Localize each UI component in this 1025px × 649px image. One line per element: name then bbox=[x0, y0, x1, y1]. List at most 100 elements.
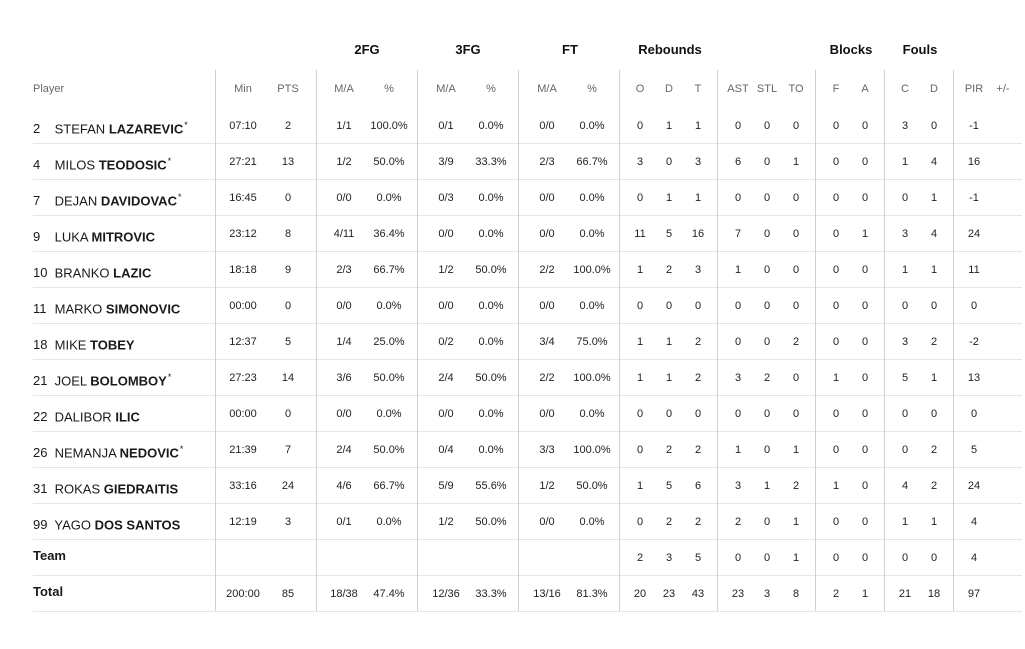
player-number: 22 bbox=[33, 409, 48, 425]
player-name[interactable]: 7 DEJAN DAVIDOVAC* bbox=[33, 189, 181, 209]
column-header-pts: PTS bbox=[277, 83, 299, 95]
stat-pir: 4 bbox=[970, 516, 978, 528]
column-divider bbox=[953, 70, 954, 611]
stat-ft-ma: 0/0 bbox=[539, 120, 555, 132]
player-name[interactable]: 26 NEMANJA NEDOVIC* bbox=[33, 441, 183, 461]
stat-foul-c: 0 bbox=[901, 552, 909, 564]
stat-fg2-pct: 50.0% bbox=[373, 156, 405, 168]
column-header-foul-c: C bbox=[901, 83, 909, 95]
stat-reb-t: 2 bbox=[694, 516, 702, 528]
stat-pir: 13 bbox=[967, 372, 981, 384]
stat-to: 1 bbox=[792, 552, 800, 564]
stat-ft-ma: 2/2 bbox=[539, 372, 555, 384]
player-name[interactable]: 21 JOEL BOLOMBOY* bbox=[33, 369, 171, 389]
stat-reb-o: 11 bbox=[634, 228, 646, 240]
stat-reb-d: 5 bbox=[665, 480, 673, 492]
group-header-2fg: 2FG bbox=[354, 42, 380, 57]
stat-reb-t: 6 bbox=[694, 480, 702, 492]
stat-stl: 0 bbox=[763, 336, 771, 348]
stat-reb-d: 0 bbox=[665, 156, 673, 168]
stat-reb-d: 5 bbox=[665, 228, 673, 240]
stat-blk-a: 0 bbox=[861, 120, 869, 132]
stat-to: 2 bbox=[792, 336, 800, 348]
player-name[interactable]: 22 DALIBOR ILIC bbox=[33, 405, 141, 425]
stat-reb-d: 1 bbox=[665, 192, 673, 204]
stat-ft-pct: 0.0% bbox=[579, 516, 605, 528]
stat-pts: 5 bbox=[284, 336, 292, 348]
stat-ast: 0 bbox=[734, 408, 742, 420]
stat-fg3-pct: 50.0% bbox=[475, 264, 507, 276]
player-last-name: LAZIC bbox=[113, 265, 152, 281]
player-name[interactable]: 2 STEFAN LAZAREVIC* bbox=[33, 117, 188, 137]
stat-fg2-ma: 1/4 bbox=[336, 336, 352, 348]
stat-foul-d: 4 bbox=[930, 156, 938, 168]
player-name[interactable]: 11 MARKO SIMONOVIC bbox=[33, 297, 181, 317]
player-name[interactable]: 99 YAGO DOS SANTOS bbox=[33, 513, 181, 533]
player-name[interactable]: 10 BRANKO LAZIC bbox=[33, 261, 152, 281]
stat-fg3-ma: 1/2 bbox=[438, 516, 454, 528]
stat-min: 27:21 bbox=[229, 156, 257, 168]
stat-blk-a: 0 bbox=[861, 516, 869, 528]
column-header-reb-t: T bbox=[694, 83, 702, 95]
stat-foul-d: 1 bbox=[930, 372, 938, 384]
stat-foul-c: 1 bbox=[901, 516, 909, 528]
column-header-stl: STL bbox=[756, 83, 778, 95]
stat-ft-pct: 50.0% bbox=[576, 480, 608, 492]
stat-pts: 13 bbox=[281, 156, 295, 168]
player-name[interactable]: 4 MILOS TEODOSIC* bbox=[33, 153, 171, 173]
stat-fg3-pct: 0.0% bbox=[478, 300, 504, 312]
player-name[interactable]: 31 ROKAS GIEDRAITIS bbox=[33, 477, 179, 497]
player-name[interactable]: 9 LUKA MITROVIC bbox=[33, 225, 156, 245]
player-first-name: MIKE bbox=[54, 337, 87, 353]
group-header-blocks: Blocks bbox=[829, 42, 873, 57]
player-name[interactable]: 18 MIKE TOBEY bbox=[33, 333, 136, 353]
player-last-name: GIEDRAITIS bbox=[103, 481, 179, 497]
column-header-row: Player Min PTS M/A% M/A% M/A% O D T AST STL TO F A C D P… bbox=[33, 80, 1022, 100]
stat-foul-c: 0 bbox=[901, 300, 909, 312]
stat-fg2-ma: 4/6 bbox=[336, 480, 352, 492]
stat-pts: 9 bbox=[284, 264, 292, 276]
stat-pts: 8 bbox=[284, 228, 292, 240]
stat-foul-d: 18 bbox=[927, 588, 941, 600]
table-row: 21 JOEL BOLOMBOY* 27:23 14 3/6 50.0% 2/4 50.0%… bbox=[33, 360, 1022, 396]
stat-min: 21:39 bbox=[229, 444, 257, 456]
stat-fg3-pct: 0.0% bbox=[478, 228, 504, 240]
player-last-name: ILIC bbox=[115, 409, 140, 425]
column-header-reb-d: D bbox=[665, 83, 673, 95]
stat-ft-pct: 0.0% bbox=[579, 192, 605, 204]
stat-foul-c: 3 bbox=[901, 120, 909, 132]
stat-ast: 6 bbox=[734, 156, 742, 168]
stat-stl: 0 bbox=[763, 228, 771, 240]
stat-reb-t: 16 bbox=[691, 228, 705, 240]
stat-blk-a: 0 bbox=[861, 552, 869, 564]
stat-foul-c: 0 bbox=[901, 408, 909, 420]
stat-stl: 0 bbox=[763, 444, 771, 456]
stat-min: 00:00 bbox=[229, 408, 257, 420]
stat-ft-pct: 100.0% bbox=[573, 372, 611, 384]
stat-ast: 0 bbox=[734, 336, 742, 348]
stat-fg2-ma: 0/0 bbox=[336, 300, 352, 312]
stat-blk-f: 1 bbox=[832, 480, 840, 492]
stat-fg3-ma: 12/36 bbox=[432, 588, 460, 600]
stat-reb-d: 2 bbox=[665, 264, 673, 276]
stat-reb-t: 1 bbox=[694, 120, 702, 132]
stat-pir: 5 bbox=[970, 444, 978, 456]
stat-blk-a: 0 bbox=[861, 372, 869, 384]
stat-foul-c: 0 bbox=[901, 444, 909, 456]
stat-fg3-ma: 3/9 bbox=[438, 156, 454, 168]
stat-pir: 0 bbox=[970, 300, 978, 312]
player-first-name: YAGO bbox=[54, 517, 91, 533]
stat-reb-d: 2 bbox=[665, 444, 673, 456]
table-row: 26 NEMANJA NEDOVIC* 21:39 7 2/4 50.0% 0/4 0.0%… bbox=[33, 432, 1022, 468]
stat-foul-d: 1 bbox=[930, 264, 938, 276]
stat-reb-d: 2 bbox=[665, 516, 673, 528]
stat-blk-f: 0 bbox=[832, 516, 840, 528]
stat-fg3-pct: 0.0% bbox=[478, 192, 504, 204]
stat-foul-d: 2 bbox=[930, 336, 938, 348]
stat-fg3-ma: 0/0 bbox=[438, 408, 454, 420]
column-header-fg2-ma: M/A bbox=[334, 83, 354, 95]
player-first-name: DEJAN bbox=[54, 193, 98, 209]
stat-ast: 1 bbox=[734, 444, 742, 456]
stat-to: 0 bbox=[792, 120, 800, 132]
total-row: Total 200:00 85 18/38 47.4% 12/36 33.3% 13/16 81… bbox=[33, 576, 1022, 612]
